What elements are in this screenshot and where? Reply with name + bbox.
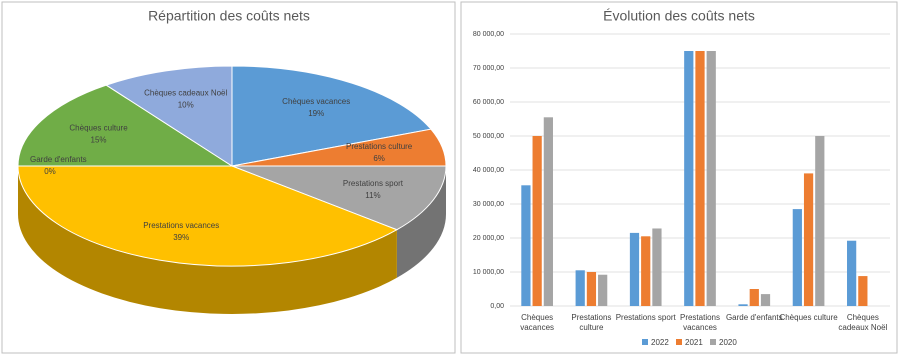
pie-value-label: 6% (373, 154, 385, 163)
x-tick-label: Garde d'enfants (726, 313, 783, 322)
bar (749, 289, 759, 306)
pie-category-label: Chèques culture (69, 123, 128, 132)
bar (738, 304, 748, 306)
bar (598, 274, 608, 306)
x-tick-label: Chèques culture (779, 313, 838, 322)
legend-label: 2021 (685, 338, 703, 347)
y-tick-label: 0,00 (490, 303, 504, 310)
pie-category-label: Prestations vacances (143, 221, 219, 230)
legend-swatch (710, 339, 716, 345)
bar (815, 136, 825, 306)
bar (575, 270, 585, 306)
pie-category-label: Prestations sport (343, 179, 404, 188)
legend-swatch (642, 339, 648, 345)
pie-slice (231, 165, 447, 231)
bar (543, 117, 553, 306)
pie-slice (105, 65, 233, 167)
y-tick-label: 60 000,00 (473, 99, 504, 106)
pie-slice (17, 84, 234, 167)
bar (858, 276, 868, 306)
x-tick-label: Chèques cadeaux Noël (838, 313, 887, 332)
y-tick-label: 40 000,00 (473, 167, 504, 174)
x-tick-label: Prestations vacances (680, 313, 720, 332)
pie-category-label: Prestations culture (346, 142, 413, 151)
pie-category-label: Chèques cadeaux Noël (144, 89, 227, 98)
bar (586, 272, 597, 306)
bar (684, 51, 694, 306)
pie-value-label: 19% (308, 109, 324, 118)
bar (532, 136, 542, 306)
y-tick-label: 10 000,00 (473, 269, 504, 276)
y-tick-label: 80 000,00 (473, 31, 504, 38)
y-tick-label: 30 000,00 (473, 201, 504, 208)
chart-title: Répartition des coûts nets (148, 8, 310, 24)
legend-label: 2022 (651, 338, 669, 347)
legend-swatch (676, 339, 682, 345)
bar (695, 51, 705, 306)
pie-slice (231, 65, 432, 167)
pie-value-label: 15% (91, 135, 107, 144)
bar (641, 236, 651, 306)
bar (629, 232, 640, 306)
y-tick-label: 70 000,00 (473, 65, 504, 72)
bar (792, 209, 802, 306)
bar (803, 173, 814, 306)
bar (652, 228, 662, 306)
bar (847, 240, 857, 306)
pie-value-label: 10% (178, 101, 194, 110)
pie-category-label: Garde d'enfants (30, 155, 87, 164)
x-tick-label: Prestations sport (616, 313, 677, 322)
pie-side (396, 166, 446, 278)
pie-value-label: 11% (365, 191, 380, 200)
pie-side (18, 166, 397, 314)
pie-slice (17, 165, 399, 267)
bar (521, 185, 531, 306)
y-tick-label: 20 000,00 (473, 235, 504, 242)
pie-value-label: 0% (44, 167, 56, 176)
x-tick-label: Prestations culture (571, 313, 611, 332)
bar (760, 294, 771, 306)
bar (706, 51, 716, 306)
pie-value-label: 39% (173, 233, 189, 242)
pie-category-label: Chèques vacances (282, 97, 350, 106)
x-tick-label: Chèques vacances (520, 313, 554, 332)
y-tick-label: 50 000,00 (473, 133, 504, 140)
legend-label: 2020 (719, 338, 737, 347)
chart-title: Évolution des coûts nets (603, 8, 755, 24)
